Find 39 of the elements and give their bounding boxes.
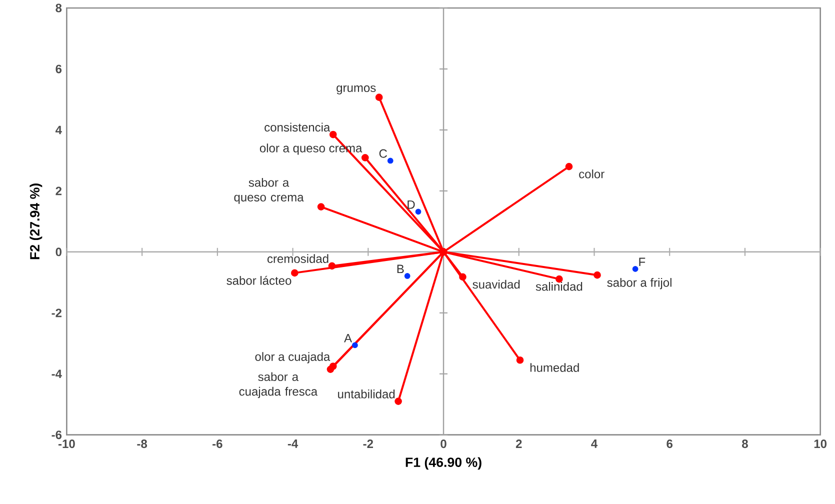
x-tick-label: -6 [212, 439, 222, 448]
annotation: F [639, 258, 646, 266]
annotation: olor a cuajada [255, 352, 330, 364]
annotation: sabor a frijol [607, 278, 672, 290]
annotation: color [579, 169, 604, 178]
annotation: sabor a queso crema [234, 178, 304, 204]
x-tick-label: 4 [591, 439, 598, 448]
annotation: untabilidad [338, 389, 395, 398]
annotation: D [408, 200, 415, 209]
y-tick-label: -6 [52, 430, 62, 440]
x-tick-label: 2 [516, 439, 522, 448]
annotation: humedad [530, 362, 579, 372]
y-tick-label: 4 [55, 126, 62, 134]
y-axis-title: F2 (27.94 %) [30, 183, 42, 259]
annotation: suavidad [472, 280, 520, 289]
annotation: sabor a cuajada fresca [239, 372, 318, 398]
annotation: A [344, 334, 352, 342]
x-axis-title: F1 (46.90 %) [406, 457, 482, 470]
annotation: salinidad [536, 282, 582, 291]
y-tick-label: 2 [56, 186, 62, 196]
annotation: grumos [336, 85, 376, 94]
y-tick-label: -2 [52, 308, 62, 317]
x-tick-label: -4 [288, 439, 298, 448]
y-tick-label: 6 [56, 64, 62, 74]
x-tick-label: 6 [666, 439, 673, 448]
x-tick-label: -2 [363, 439, 374, 448]
annotation: consistencia [264, 122, 330, 132]
annotation: C [379, 149, 387, 158]
x-tick-label: 10 [814, 439, 827, 448]
x-tick-label: 0 [440, 439, 446, 448]
x-tick-label: 8 [742, 439, 748, 448]
x-tick-label: -10 [58, 439, 75, 448]
y-tick-label: 8 [56, 4, 62, 12]
y-tick-label: 0 [56, 248, 62, 256]
annotation: sabor lácteo [226, 276, 292, 285]
annotation: B [397, 264, 404, 273]
annotation: cremosidad [267, 254, 328, 263]
x-tick-label: -8 [137, 439, 148, 448]
y-tick-label: -4 [52, 370, 62, 378]
